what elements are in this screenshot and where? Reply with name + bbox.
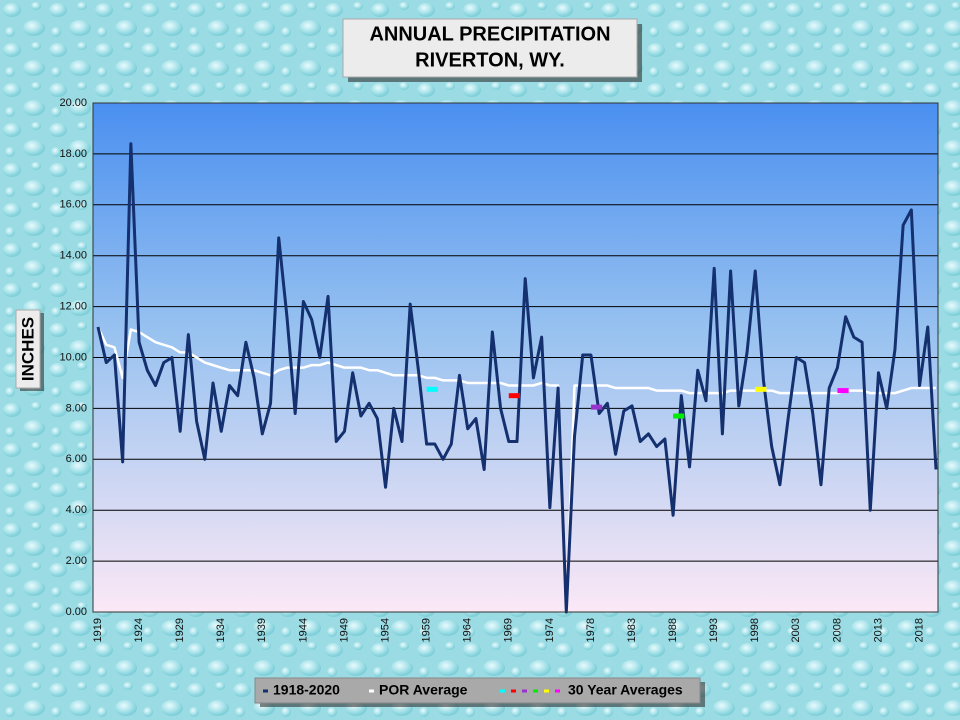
y-tick-label: 4.00 [66, 504, 87, 516]
y-tick-label: 12.00 [59, 301, 87, 313]
x-tick-label: 1929 [174, 618, 186, 642]
x-tick-label: 1949 [338, 618, 350, 642]
y-tick-label: 14.00 [59, 250, 87, 262]
x-tick-label: 1939 [256, 618, 268, 642]
y-axis-label: INCHES [18, 317, 37, 381]
chart-title: RIVERTON, WY. [415, 49, 565, 71]
x-tick-label: 1954 [379, 618, 391, 642]
legend-label: 1918-2020 [273, 682, 340, 698]
chart-title: ANNUAL PRECIPITATION [369, 23, 610, 45]
x-tick-label: 1959 [421, 618, 433, 642]
x-tick-label: 2018 [913, 618, 925, 642]
x-tick-label: 1919 [92, 618, 104, 642]
series-line [96, 142, 938, 614]
plot-border [92, 102, 939, 613]
x-tick-label: 1998 [749, 618, 761, 642]
x-tick-label: 1944 [297, 618, 309, 642]
x-tick-label: 1969 [503, 618, 515, 642]
y-label-box [15, 309, 41, 389]
lines [96, 142, 938, 614]
x-tick-label: 1978 [585, 618, 597, 642]
legend-label: POR Average [379, 682, 468, 698]
y-tick-label: 10.00 [59, 351, 87, 363]
x-tick-label: 1934 [215, 618, 227, 642]
x-tick-label: 1983 [626, 618, 638, 642]
y-tick-label: 2.00 [66, 555, 87, 567]
legend-box [254, 677, 701, 704]
x-tick-label: 2013 [872, 618, 884, 642]
title-box [342, 18, 638, 78]
legend: 1918-2020 POR Average 30 Year Averages [263, 682, 683, 698]
x-tick-label: 1993 [708, 618, 720, 642]
y-tick-label: 18.00 [59, 148, 87, 160]
y-tick-label: 16.00 [59, 199, 87, 211]
series-line [96, 326, 936, 614]
x-tick-label: 1988 [667, 618, 679, 642]
legend-label: 30 Year Averages [568, 682, 683, 698]
x-tick-label: 1964 [462, 618, 474, 642]
y-tick-label: 6.00 [66, 453, 87, 465]
y-tick-label: 0.00 [66, 606, 87, 618]
x-tick-label: 1974 [544, 618, 556, 642]
y-tick-label: 20.00 [59, 97, 87, 109]
x-tick-label: 1924 [133, 618, 145, 642]
y-tick-label: 8.00 [66, 402, 87, 414]
x-tick-label: 2008 [831, 618, 843, 642]
x-tick-label: 2003 [790, 618, 802, 642]
